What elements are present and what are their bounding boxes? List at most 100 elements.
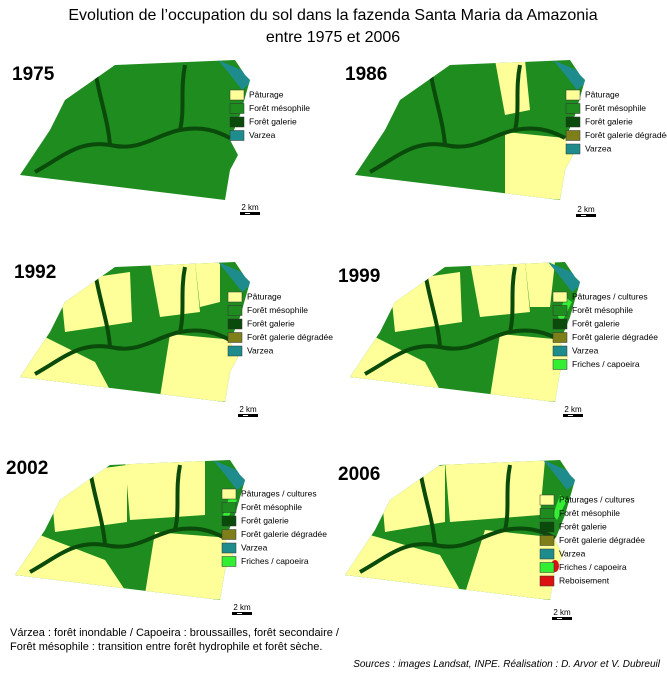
scale-bar <box>581 215 586 216</box>
legend-label: Varzea <box>247 345 274 355</box>
capoeira <box>553 495 567 520</box>
legend-swatch <box>227 345 243 357</box>
legend-swatch <box>539 508 555 519</box>
river <box>364 328 561 376</box>
river <box>29 526 226 574</box>
year: 1992 <box>14 262 56 283</box>
river <box>418 464 512 546</box>
pasture <box>490 334 568 402</box>
legend-swatch <box>221 529 237 540</box>
legend-swatch <box>552 345 568 357</box>
legend-swatch <box>565 143 581 155</box>
scale-label: 2 km <box>577 205 595 214</box>
varzea <box>213 460 245 490</box>
pasture <box>125 460 205 520</box>
legend-label: Pâturages / cultures <box>572 291 648 301</box>
year: 2006 <box>338 464 380 485</box>
varzea <box>218 262 250 292</box>
legend-label: Forêt mésophile <box>247 305 308 315</box>
pasture <box>495 60 530 115</box>
river <box>359 526 556 574</box>
legend-swatch <box>229 130 245 141</box>
sources: Sources : images Landsat, INPE. Réalisat… <box>353 659 661 670</box>
legend-label: Pâturage <box>247 291 282 301</box>
legend-swatch <box>565 130 581 141</box>
scale-bar <box>568 415 573 416</box>
legend-label: Varzea <box>241 542 268 552</box>
legend-swatch <box>221 556 237 567</box>
river <box>369 126 566 174</box>
scale-bar <box>243 415 248 416</box>
legend-label: Varzea <box>559 548 586 558</box>
legend-label: Forêt mésophile <box>241 502 302 512</box>
pasture <box>350 337 440 390</box>
legend-swatch <box>221 502 237 513</box>
legend-label: Reboisement <box>559 575 610 585</box>
pasture <box>50 465 127 532</box>
pasture <box>145 532 233 600</box>
legend-swatch <box>539 535 555 546</box>
legend-swatch <box>227 305 243 316</box>
pasture <box>150 262 200 317</box>
map <box>20 262 250 402</box>
legend-swatch <box>565 103 581 114</box>
legend-swatch <box>552 359 568 370</box>
land-cover <box>34 60 250 174</box>
river <box>428 64 522 146</box>
legend-swatch <box>552 305 568 316</box>
map <box>15 460 245 600</box>
land-cover <box>20 262 250 402</box>
year: 2002 <box>6 458 48 479</box>
land-cover <box>345 460 575 600</box>
legend-swatch <box>229 89 245 101</box>
legend-swatch <box>229 103 245 114</box>
map <box>20 60 250 200</box>
scale-bar <box>245 213 250 214</box>
scale-label: 2 km <box>564 405 582 414</box>
pasture <box>445 460 545 522</box>
land-cover <box>15 460 245 600</box>
pasture <box>505 132 573 200</box>
legend-label: Forêt galerie <box>585 116 633 126</box>
legend-label: Friches / capoeira <box>241 556 309 566</box>
river <box>93 64 187 146</box>
legend-label: Varzea <box>585 143 612 153</box>
legend-swatch <box>565 116 581 128</box>
legend-label: Varzea <box>572 345 599 355</box>
land-cover <box>369 60 585 200</box>
legend-label: Forêt galerie dégradée <box>247 332 333 342</box>
legend-label: Forêt galerie dégradée <box>572 332 658 342</box>
legend-swatch <box>552 332 568 343</box>
legend-swatch <box>565 89 581 101</box>
legend-label: Pâturages / cultures <box>559 494 635 504</box>
legend-swatch <box>227 291 243 303</box>
pasture <box>465 530 563 600</box>
legend-label: Forêt galerie <box>559 521 607 531</box>
legend-label: Pâturage <box>585 89 620 99</box>
legend-swatch <box>539 521 555 533</box>
scale-label: 2 km <box>241 203 259 212</box>
legend-label: Pâturage <box>249 89 284 99</box>
river <box>34 126 231 174</box>
pasture <box>160 334 238 402</box>
legend-swatch <box>539 494 555 506</box>
footnote: Forêt mésophile : transition entre forêt… <box>10 641 322 653</box>
map <box>350 262 580 402</box>
scale-label: 2 km <box>233 603 251 612</box>
land-cover <box>350 262 580 402</box>
legend-label: Forêt galerie <box>249 116 297 126</box>
river <box>34 328 231 376</box>
legend-label: Friches / capoeira <box>572 359 640 369</box>
legend-label: Pâturages / cultures <box>241 488 317 498</box>
river <box>93 266 187 348</box>
title: Evolution de l’occupation du sol dans la… <box>68 7 597 24</box>
legend-swatch <box>552 318 568 330</box>
legend-swatch <box>227 318 243 330</box>
varzea <box>548 262 580 292</box>
legend-swatch <box>221 515 237 527</box>
scale-label: 2 km <box>239 405 257 414</box>
varzea <box>543 460 575 490</box>
pasture <box>345 535 460 590</box>
river <box>423 266 517 348</box>
